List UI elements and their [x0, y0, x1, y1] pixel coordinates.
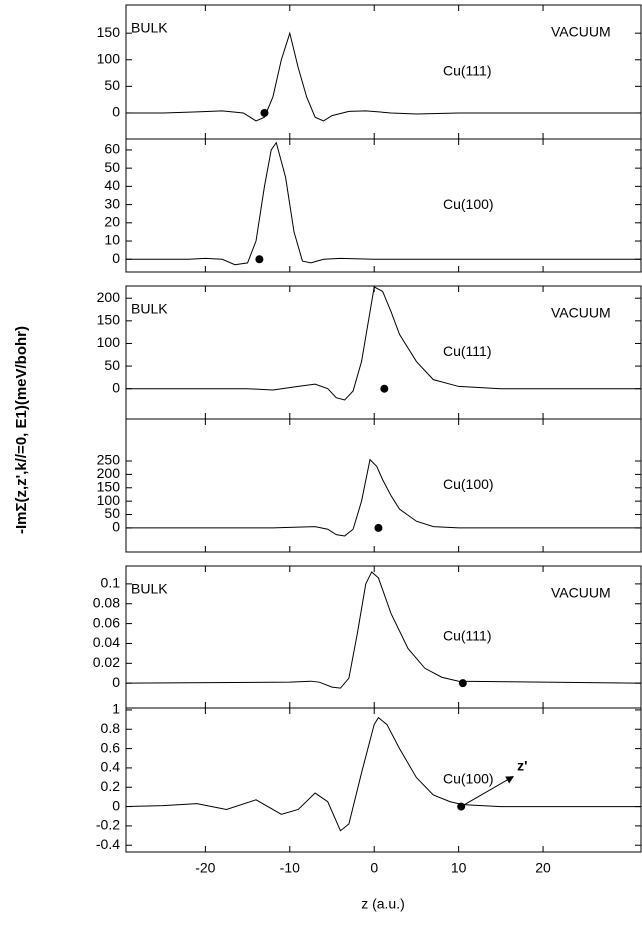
surface-label: Cu(100) — [443, 196, 494, 212]
arrow — [460, 776, 515, 808]
y-tick-label: 0.4 — [101, 759, 121, 775]
panel-frame — [125, 418, 642, 553]
y-tick-label: 100 — [97, 50, 121, 66]
reference-point — [458, 679, 467, 688]
x-tick-label: 0 — [370, 860, 378, 876]
y-tick-label: 0 — [112, 674, 120, 690]
x-tick-label: -10 — [280, 860, 300, 876]
y-tick-label: -0.2 — [96, 817, 120, 833]
y-tick-label: 0.2 — [101, 778, 121, 794]
y-tick-label: 150 — [97, 478, 121, 494]
y-tick-label: 200 — [97, 289, 121, 305]
y-tick-label: 50 — [104, 505, 120, 521]
surface-label: Cu(111) — [443, 343, 492, 359]
y-tick-label: 0.02 — [93, 654, 120, 670]
surface-label: Cu(100) — [443, 476, 494, 492]
y-tick-label: 150 — [97, 312, 121, 328]
x-tick-label: -20 — [195, 860, 215, 876]
y-tick-label: 20 — [104, 214, 120, 230]
y-tick-label: 50 — [104, 77, 120, 93]
y-tick-label: 150 — [97, 24, 121, 40]
panel-frame — [125, 138, 642, 273]
y-tick-label: 250 — [97, 452, 121, 468]
bulk-label: BULK — [131, 301, 168, 317]
y-tick-label: 0.8 — [101, 720, 121, 736]
reference-point — [255, 255, 264, 264]
vacuum-label: VACUUM — [551, 24, 611, 40]
y-tick-label: 50 — [104, 159, 120, 175]
y-tick-label: -0.4 — [96, 836, 120, 852]
curve — [126, 31, 641, 122]
x-tick-label: 10 — [451, 860, 467, 876]
y-tick-label: 0.1 — [101, 575, 121, 591]
y-tick-label: 0 — [112, 379, 120, 395]
bulk-label: BULK — [131, 581, 168, 597]
y-tick-label: 1 — [112, 701, 120, 717]
y-tick-label: 0.6 — [101, 739, 121, 755]
curve — [126, 716, 641, 832]
y-tick-label: 200 — [97, 465, 121, 481]
arrow-label: z' — [517, 757, 527, 773]
y-tick-label: 0 — [112, 250, 120, 266]
y-tick-label: 40 — [104, 177, 120, 193]
reference-point — [374, 523, 383, 532]
y-tick-label: 0.06 — [93, 614, 120, 630]
y-tick-label: 0.08 — [93, 594, 120, 610]
y-tick-label: 10 — [104, 232, 120, 248]
reference-point — [380, 384, 389, 393]
y-tick-label: 0 — [112, 104, 120, 120]
y-tick-label: 0.04 — [93, 634, 120, 650]
vacuum-label: VACUUM — [551, 305, 611, 321]
x-tick-label: 20 — [535, 860, 551, 876]
y-tick-label: 0 — [112, 797, 120, 813]
y-tick-label: 60 — [104, 141, 120, 157]
vacuum-label: VACUUM — [551, 585, 611, 601]
y-axis-label: -ImΣ(z,z',k//=0, E1)(meV/bohr) — [13, 326, 30, 534]
x-axis-label: z (a.u.) — [361, 896, 405, 912]
curve — [126, 141, 641, 266]
y-tick-label: 50 — [104, 357, 120, 373]
curve — [126, 571, 641, 689]
y-tick-label: 100 — [97, 492, 121, 508]
curve — [126, 286, 641, 401]
surface-label: Cu(111) — [443, 628, 492, 644]
curve — [126, 458, 641, 537]
y-tick-label: 30 — [104, 195, 120, 211]
y-tick-label: 0 — [112, 519, 120, 535]
panel-frame — [125, 707, 642, 853]
surface-label: Cu(100) — [443, 771, 494, 787]
y-tick-label: 100 — [97, 334, 121, 350]
reference-point — [260, 108, 269, 117]
bulk-label: BULK — [131, 20, 168, 36]
surface-label: Cu(111) — [443, 63, 492, 79]
